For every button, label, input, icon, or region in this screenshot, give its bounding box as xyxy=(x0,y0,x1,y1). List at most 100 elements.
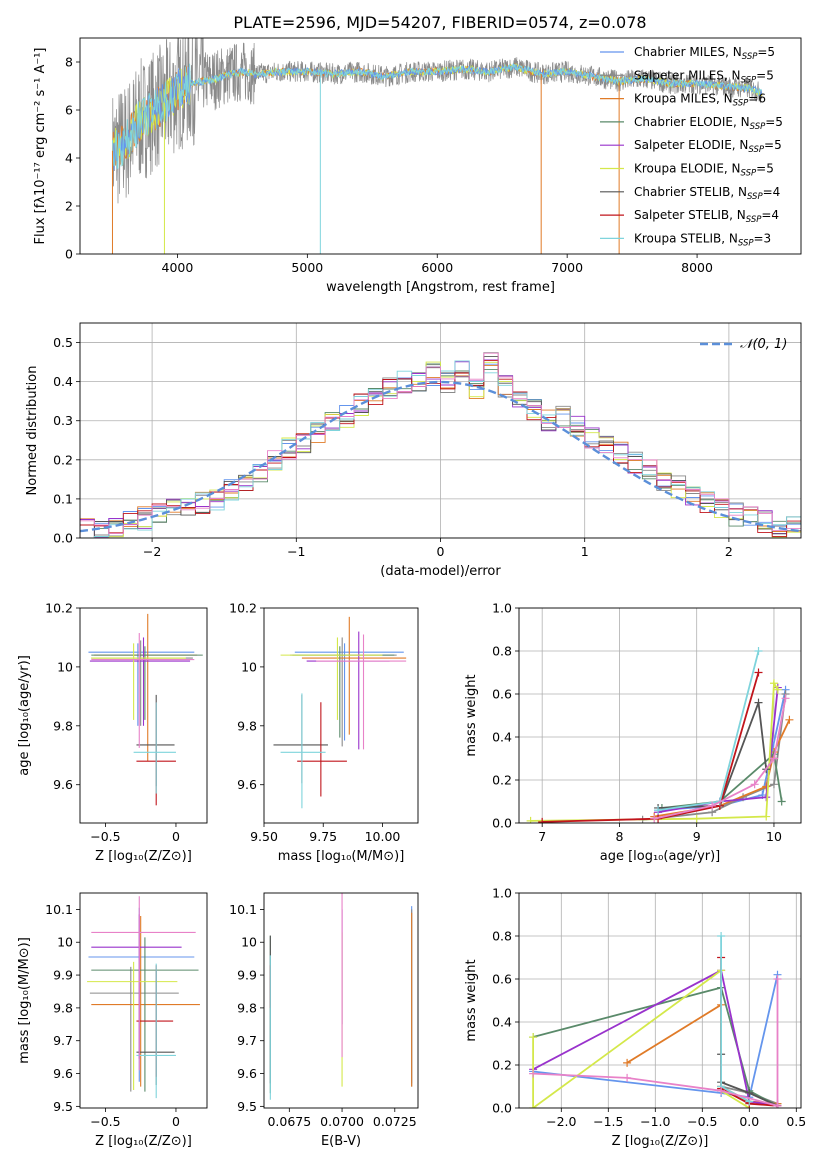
residuals-ytick-label: 0.4 xyxy=(53,374,73,389)
mass_weight_vs_age-xtick-label: 8 xyxy=(615,829,623,844)
mass_vs_Z-ytick-label: 9.8 xyxy=(53,1000,73,1015)
mass-weight-marker xyxy=(650,814,659,823)
legend-label: Kroupa ELODIE, NSSP=5 xyxy=(634,162,774,179)
age_vs_Z-ytick-label: 10 xyxy=(57,659,73,674)
mass_vs_ebv-xtick-label: 0.0675 xyxy=(267,1114,311,1129)
mass-weight-line xyxy=(658,702,768,809)
mass_vs_Z-ytick-label: 10.1 xyxy=(45,902,73,917)
age_vs_Z-plot-area xyxy=(88,613,203,806)
mass-weight-marker xyxy=(717,1086,726,1095)
mass_weight_vs_age-ytick-label: 0.8 xyxy=(492,644,512,659)
residuals-xtick-label: 2 xyxy=(725,544,733,559)
age_vs_Z-ytick-label: 9.8 xyxy=(53,718,73,733)
spectrum-panel: 4000 5000 6000 7000 8000 0 2 4 6 8 wavelength [Ang… xyxy=(33,37,802,295)
mass_vs_ebv-ytick-label: 9.6 xyxy=(237,1066,257,1081)
spectrum-ytick-label: 6 xyxy=(65,103,73,118)
mass_weight_vs_age-ytick-label: 1.0 xyxy=(492,601,512,616)
age_vs_mass-ytick-label: 10.2 xyxy=(229,601,257,616)
spectrum-xtick-label: 7000 xyxy=(551,260,583,275)
mass-weight-marker xyxy=(708,801,717,810)
residuals-xtick-label: −2 xyxy=(143,544,161,559)
mass_vs_ebv-panel: 0.0675 0.0700 0.0725 9.5 9.6 9.7 9.8 9.9 10 10.1 E… xyxy=(229,892,419,1149)
mass-weight-marker xyxy=(750,780,759,789)
age_vs_Z-xlabel: Z [log₁₀(Z/Z⊙)] xyxy=(95,849,192,864)
mass_vs_ebv-xtick-label: 0.0725 xyxy=(373,1114,417,1129)
residuals-xlabel: (data-model)/error xyxy=(380,564,501,579)
axes-frame xyxy=(263,607,419,824)
residuals-ytick-label: 0.3 xyxy=(53,413,73,428)
mass_weight_vs_Z-ytick-label: 1.0 xyxy=(492,886,512,901)
legend-label: Kroupa MILES, NSSP=6 xyxy=(634,92,766,109)
mass-weight-marker xyxy=(754,698,763,707)
age_vs_Z-xtick-label: −0.5 xyxy=(90,829,120,844)
mass-weight-marker xyxy=(777,797,786,806)
mass_vs_Z-ytick-label: 9.5 xyxy=(53,1099,73,1114)
mass_vs_ebv-ytick-label: 9.9 xyxy=(237,968,257,983)
histogram-step-line xyxy=(80,352,801,538)
spectrum-ylabel: Flux [fλ10⁻¹⁷ erg cm⁻² s⁻¹ A⁻¹] xyxy=(33,48,48,245)
mass_weight_vs_age-xtick-label: 9 xyxy=(693,829,701,844)
residuals-ytick-label: 0.2 xyxy=(53,452,73,467)
mass_weight_vs_age-xtick-label: 7 xyxy=(538,829,546,844)
age_vs_mass-xtick-label: 10.00 xyxy=(365,829,401,844)
mass_weight_vs_age-ytick-label: 0.6 xyxy=(492,687,512,702)
mass_vs_ebv-ytick-label: 9.7 xyxy=(237,1033,257,1048)
mass_weight_vs_age-ytick-label: 0.0 xyxy=(492,816,512,831)
mass-weight-marker xyxy=(769,780,778,789)
mass_weight_vs_Z-ytick-label: 0.2 xyxy=(492,1058,512,1073)
mass_vs_Z-ytick-label: 9.7 xyxy=(53,1033,73,1048)
axes-frame xyxy=(263,892,419,1109)
mass-weight-line xyxy=(542,672,760,823)
age_vs_mass-xtick-label: 9.50 xyxy=(250,829,278,844)
mass-weight-marker xyxy=(762,812,771,821)
age_vs_Z-ytick-label: 9.6 xyxy=(53,777,73,792)
mass_weight_vs_Z-xtick-label: −0.5 xyxy=(687,1114,717,1129)
mass_weight_vs_age-panel: 7 8 9 10 0.0 0.2 0.4 0.6 0.8 1.0 age [log₁₀(age/yr… xyxy=(464,601,802,864)
mass_vs_ebv-xlabel: E(B-V) xyxy=(321,1134,361,1149)
mass_vs_ebv-ytick-label: 10 xyxy=(241,935,257,950)
spectrum-ytick-label: 2 xyxy=(65,199,73,214)
mass-weight-marker xyxy=(773,685,782,694)
mass_vs_Z-xtick-label: 0 xyxy=(172,1114,180,1129)
mass-weight-marker xyxy=(526,816,535,823)
spectrum-plot-area xyxy=(111,38,763,254)
mass_weight_vs_Z-ytick-label: 0.0 xyxy=(492,1101,512,1116)
mass-weight-line xyxy=(657,650,760,811)
mass_weight_vs_age-plot-area xyxy=(519,608,801,823)
mass-weight-marker xyxy=(623,1073,632,1082)
mass_weight_vs_age-ylabel: mass weight xyxy=(464,674,479,756)
legend-label: 𝒩(0, 1) xyxy=(740,337,787,352)
residuals-ylabel: Normed distribution xyxy=(25,366,40,496)
mass_weight_vs_Z-ytick-label: 0.8 xyxy=(492,929,512,944)
mass_weight_vs_Z-xtick-label: −1.5 xyxy=(593,1114,623,1129)
age_vs_Z-ylabel: age [log₁₀(age/yr)] xyxy=(17,655,32,776)
mass_weight_vs_age-ytick-label: 0.2 xyxy=(492,773,512,788)
residuals-ytick-label: 0.1 xyxy=(53,491,73,506)
legend-label: Salpeter STELIB, NSSP=4 xyxy=(634,208,779,225)
spectrum-ytick-label: 0 xyxy=(65,247,73,262)
mass_weight_vs_Z-ylabel: mass weight xyxy=(464,959,479,1041)
residuals-panel: −2 −1 0 1 2 0.0 0.1 0.2 0.3 0.4 0.5 (data-model)/er… xyxy=(25,322,802,579)
mass_vs_Z-plot-area xyxy=(87,896,200,1099)
residuals-ytick-label: 0.0 xyxy=(53,531,73,546)
mass_weight_vs_Z-plot-area xyxy=(519,893,801,1108)
spectrum-xlabel: wavelength [Angstrom, rest frame] xyxy=(326,280,555,295)
axes-frame xyxy=(518,607,802,824)
spectrum-model-line xyxy=(112,62,763,170)
mass-weight-marker xyxy=(769,754,778,763)
mass-weight-marker xyxy=(754,647,763,655)
mass_weight_vs_Z-xtick-label: 0.5 xyxy=(786,1114,806,1129)
mass-weight-line xyxy=(532,968,750,1108)
mass-weight-marker xyxy=(717,932,726,940)
mass-weight-marker xyxy=(773,975,782,983)
mass-weight-marker xyxy=(692,814,701,823)
residuals-xtick-label: 0 xyxy=(437,544,445,559)
age_vs_Z-ytick-label: 10.2 xyxy=(45,601,73,616)
legend-label: Chabrier STELIB, NSSP=4 xyxy=(634,185,780,202)
mass_vs_Z-ytick-label: 9.9 xyxy=(53,968,73,983)
axes-frame xyxy=(518,892,802,1109)
mass_weight_vs_Z-xlabel: Z [log₁₀(Z/Z⊙)] xyxy=(612,1134,709,1149)
mass_weight_vs_Z-xtick-label: 0.0 xyxy=(739,1114,759,1129)
mass-weight-marker xyxy=(654,806,663,815)
